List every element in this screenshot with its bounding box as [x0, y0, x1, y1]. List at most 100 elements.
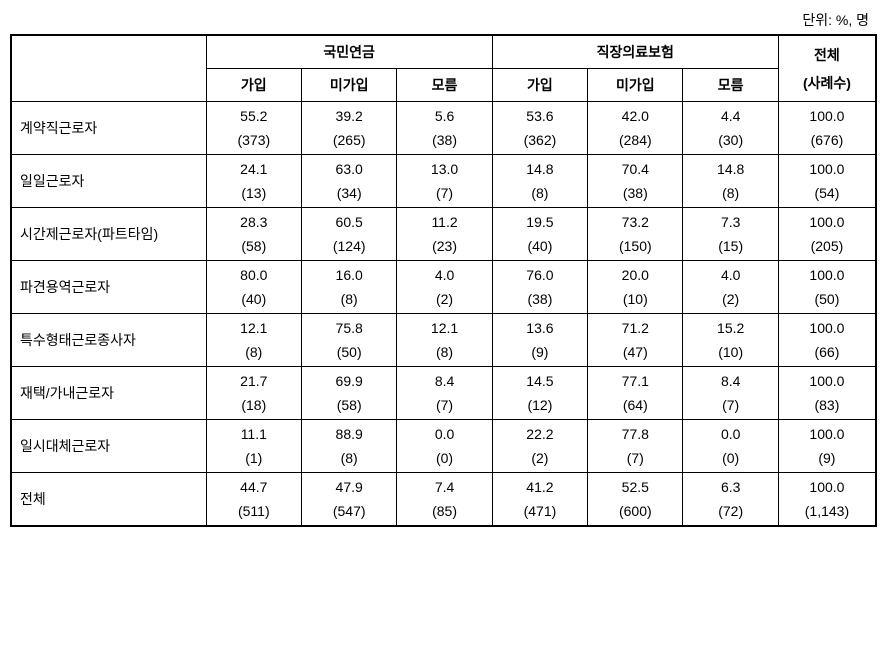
table-row: 특수형태근로종사자12.1(8)75.8(50)12.1(8)13.6(9)71…: [11, 314, 876, 367]
cell-value: 69.9: [306, 373, 392, 389]
cell-hi-join: 14.8(8): [492, 155, 587, 208]
insurance-table: 국민연금 직장의료보험 전체 (사례수) 가입 미가입 모름 가입 미가입 모름…: [10, 34, 877, 527]
cell-total: 100.0(1,143): [778, 473, 876, 527]
cell-value: 13.6: [497, 320, 583, 336]
cell-value: 71.2: [592, 320, 678, 336]
cell-count: (2): [687, 291, 773, 307]
row-label: 계약직근로자: [11, 102, 206, 155]
cell-np-not: 75.8(50): [301, 314, 396, 367]
cell-count: (15): [687, 238, 773, 254]
cell-hi-join: 19.5(40): [492, 208, 587, 261]
cell-value: 12.1: [211, 320, 297, 336]
cell-hi-join: 41.2 (471): [492, 473, 587, 527]
row-label: 시간제근로자(파트타임): [11, 208, 206, 261]
cell-value: 100.0: [783, 426, 871, 442]
cell-hi-not: 52.5(600): [588, 473, 683, 527]
cell-hi-dk: 4.0 (2): [683, 261, 778, 314]
cell-count: (47): [592, 344, 678, 360]
cell-count: (18): [211, 397, 297, 413]
header-np-dk: 모름: [397, 69, 492, 102]
cell-count: (40): [211, 291, 297, 307]
cell-value: 28.3: [211, 214, 297, 230]
row-label: 일일근로자: [11, 155, 206, 208]
cell-count: (511): [211, 503, 297, 519]
header-hi-not: 미가입: [588, 69, 683, 102]
cell-count: (40): [497, 238, 583, 254]
cell-total: 100.0(66): [778, 314, 876, 367]
cell-count: (23): [401, 238, 487, 254]
header-blank: [11, 35, 206, 102]
cell-count: (83): [783, 397, 871, 413]
cell-value: 53.6: [497, 108, 583, 124]
cell-count: (38): [592, 185, 678, 201]
cell-value: 7.3: [687, 214, 773, 230]
row-label: 파견용역근로자: [11, 261, 206, 314]
cell-value: 100.0: [783, 161, 871, 177]
cell-np-dk: 8.4(7): [397, 367, 492, 420]
cell-count: (13): [211, 185, 297, 201]
header-group-hi: 직장의료보험: [492, 35, 778, 69]
cell-np-dk: 12.1(8): [397, 314, 492, 367]
cell-np-join: 55.2(373): [206, 102, 301, 155]
cell-np-dk: 7.4(85): [397, 473, 492, 527]
cell-value: 76.0: [497, 267, 583, 283]
cell-count: (9): [783, 450, 871, 466]
cell-value: 100.0: [783, 214, 871, 230]
cell-count: (54): [783, 185, 871, 201]
cell-count: (58): [211, 238, 297, 254]
cell-value: 100.0: [783, 479, 871, 495]
cell-count: (12): [497, 397, 583, 413]
cell-count: (471): [497, 503, 583, 519]
table-row: 일시대체근로자11.1(1)88.9(8)0.0(0)22.2(2)77.8(7…: [11, 420, 876, 473]
cell-np-join: 44.7(511): [206, 473, 301, 527]
cell-value: 8.4: [401, 373, 487, 389]
cell-count: (124): [306, 238, 392, 254]
cell-np-dk: 4.0(2): [397, 261, 492, 314]
cell-value: 41.2: [497, 479, 583, 495]
header-group-np: 국민연금: [206, 35, 492, 69]
cell-hi-join: 14.5(12): [492, 367, 587, 420]
cell-hi-not: 73.2(150): [588, 208, 683, 261]
row-label: 일시대체근로자: [11, 420, 206, 473]
cell-count: (50): [306, 344, 392, 360]
header-hi-join: 가입: [492, 69, 587, 102]
header-total: 전체 (사례수): [778, 35, 876, 102]
cell-np-not: 16.0 (8): [301, 261, 396, 314]
cell-count: (8): [306, 450, 392, 466]
cell-value: 4.0: [687, 267, 773, 283]
cell-count: (8): [687, 185, 773, 201]
cell-count: (7): [687, 397, 773, 413]
cell-count: (50): [783, 291, 871, 307]
cell-value: 100.0: [783, 108, 871, 124]
cell-np-not: 88.9(8): [301, 420, 396, 473]
table-row: 파견용역근로자80.0(40)16.0(8)4.0(2)76.0(38)20.0…: [11, 261, 876, 314]
cell-count: (8): [306, 291, 392, 307]
header-total-label: 전체: [783, 45, 871, 65]
header-np-not: 미가입: [301, 69, 396, 102]
cell-value: 77.1: [592, 373, 678, 389]
cell-np-not: 63.0(34): [301, 155, 396, 208]
row-label: 전체: [11, 473, 206, 527]
unit-label: 단위: %, 명: [10, 10, 877, 30]
cell-value: 20.0: [592, 267, 678, 283]
cell-hi-join: 53.6(362): [492, 102, 587, 155]
cell-value: 8.4: [687, 373, 773, 389]
cell-hi-join: 13.6 (9): [492, 314, 587, 367]
cell-count: (58): [306, 397, 392, 413]
cell-count: (38): [401, 132, 487, 148]
cell-np-join: 12.1(8): [206, 314, 301, 367]
cell-count: (373): [211, 132, 297, 148]
cell-count: (72): [687, 503, 773, 519]
cell-np-not: 47.9(547): [301, 473, 396, 527]
cell-count: (7): [401, 185, 487, 201]
cell-count: (9): [497, 344, 583, 360]
cell-count: (85): [401, 503, 487, 519]
cell-count: (0): [687, 450, 773, 466]
cell-value: 16.0: [306, 267, 392, 283]
cell-value: 24.1: [211, 161, 297, 177]
cell-value: 42.0: [592, 108, 678, 124]
cell-value: 13.0: [401, 161, 487, 177]
cell-hi-join: 76.0(38): [492, 261, 587, 314]
cell-np-dk: 0.0(0): [397, 420, 492, 473]
cell-count: (2): [401, 291, 487, 307]
